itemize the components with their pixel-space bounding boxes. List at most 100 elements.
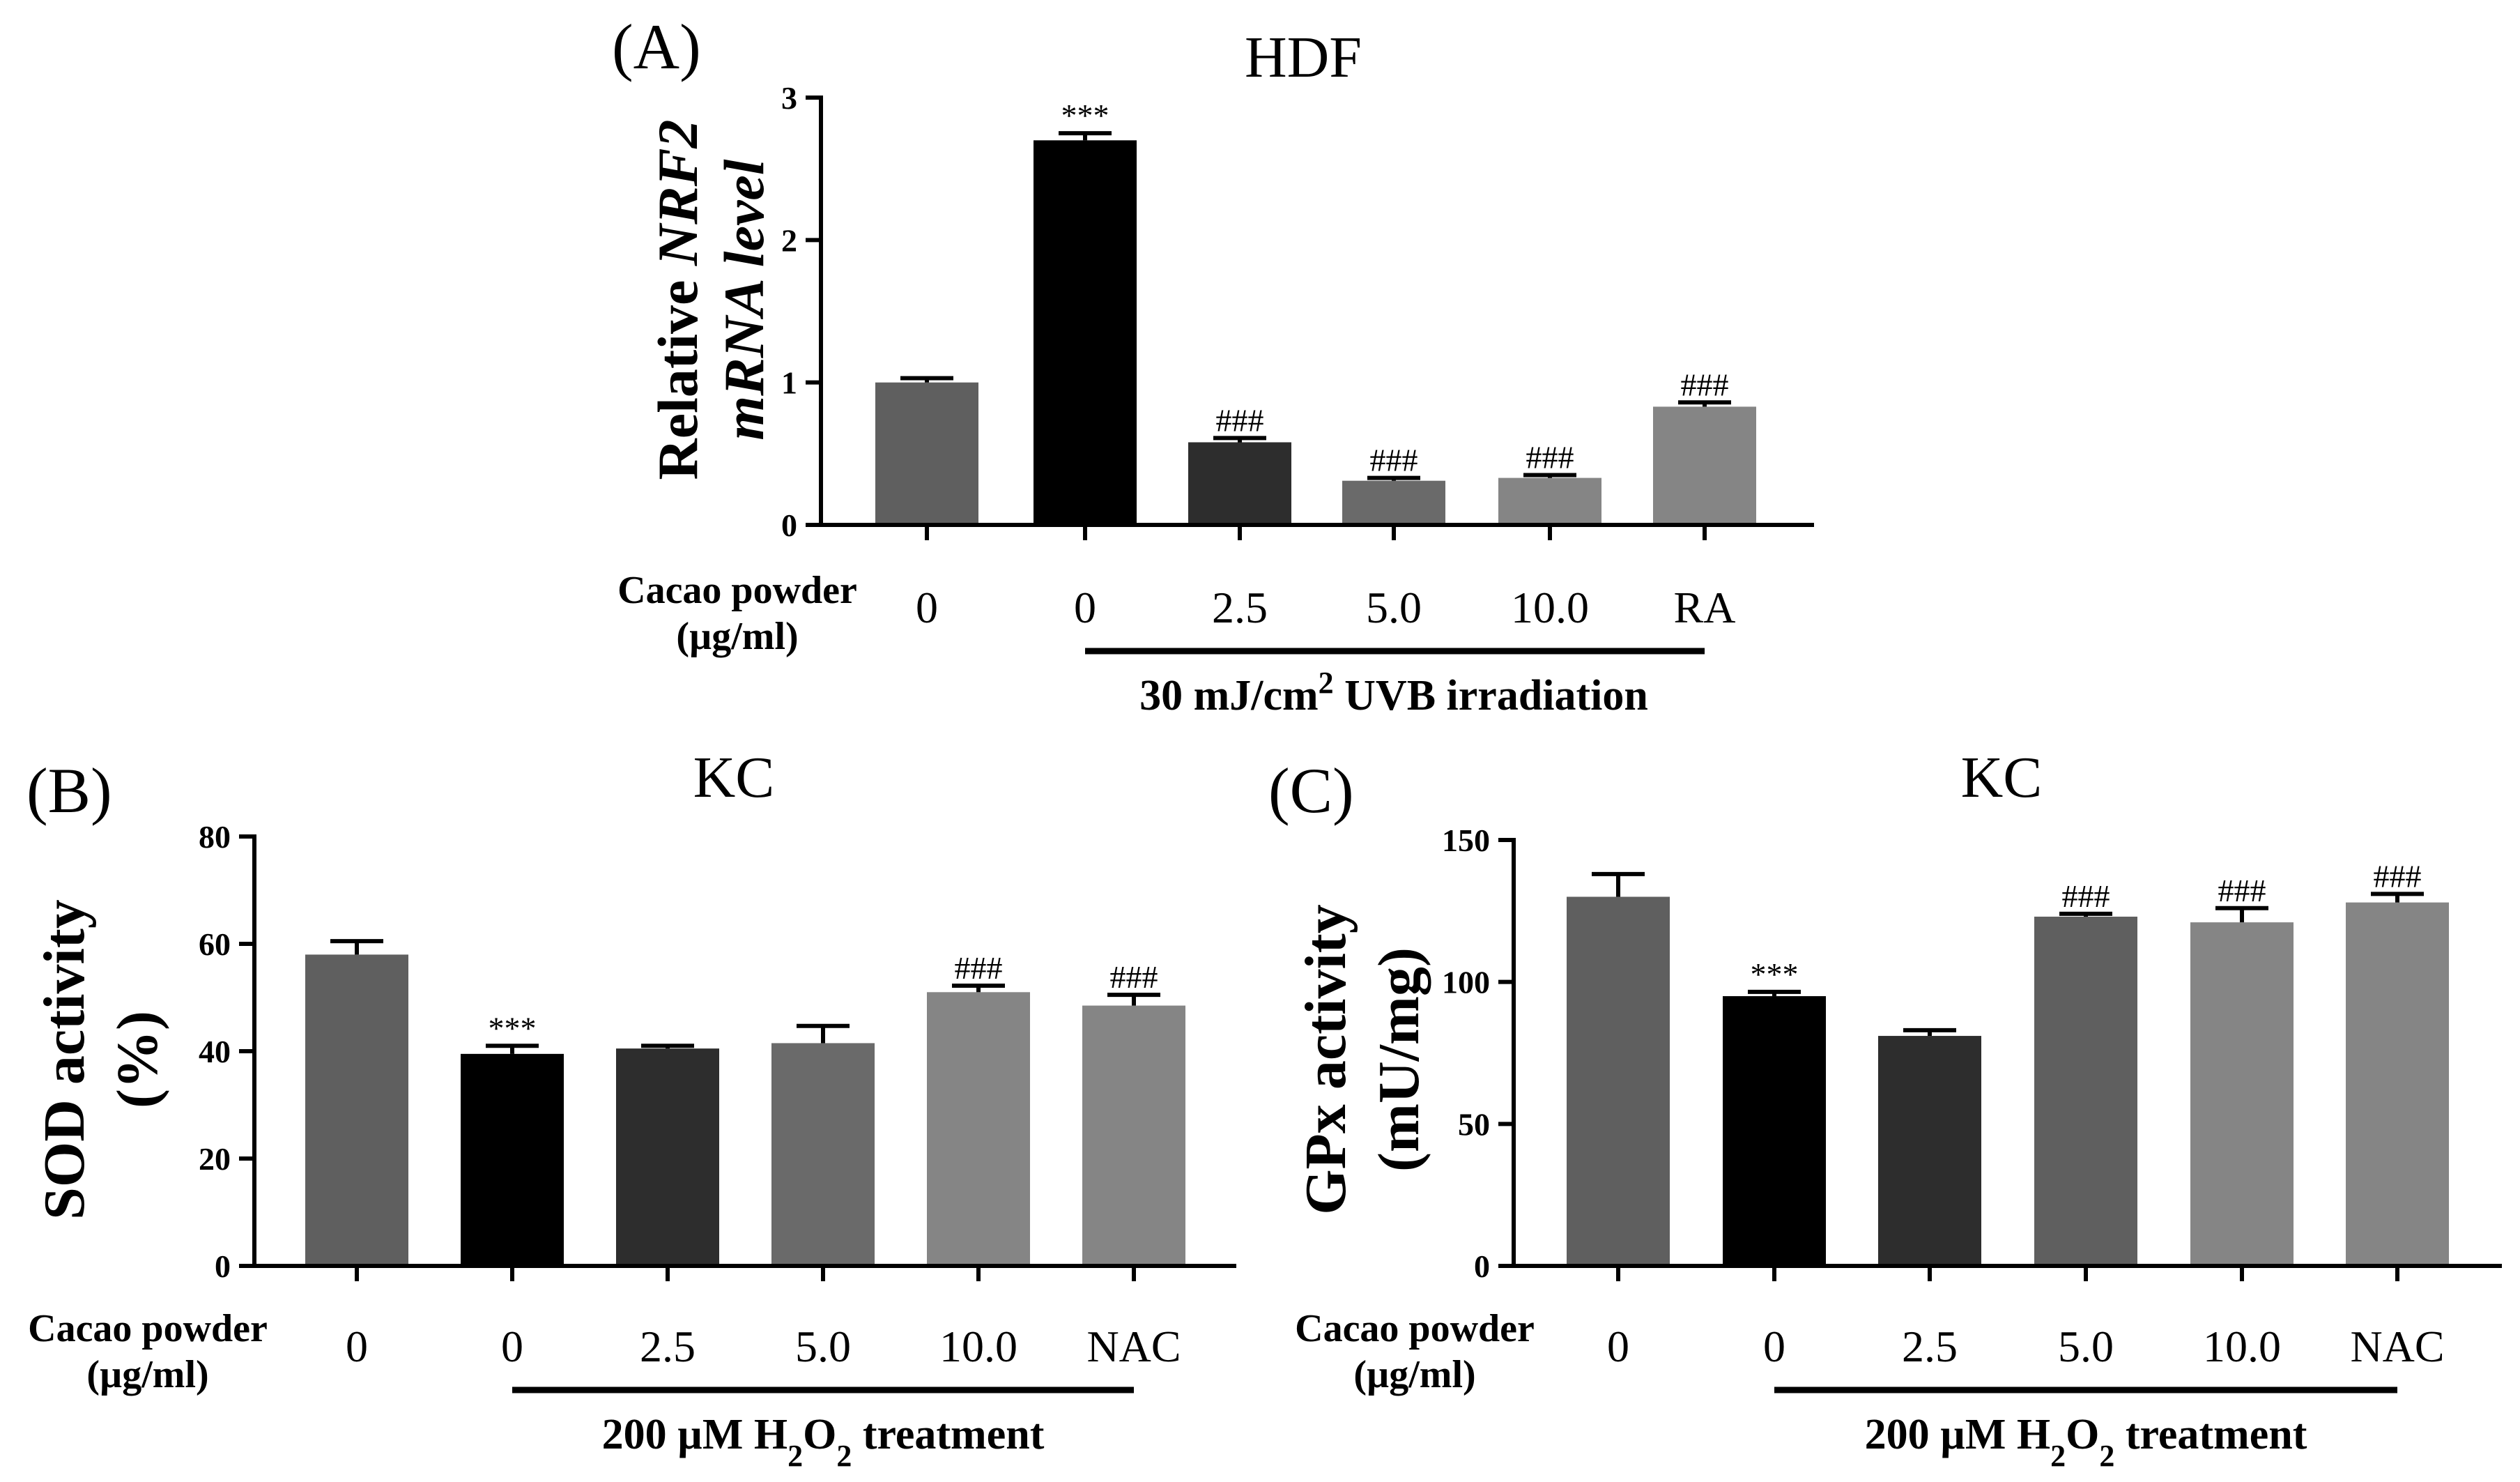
- panel-b-significance-1: ***: [489, 1010, 537, 1046]
- panel-b-error-bar-0: [330, 939, 383, 955]
- panel-a-error-bar-0: [900, 376, 953, 383]
- panel-b-x-tick-label-4: 10.0: [939, 1322, 1017, 1371]
- panel-b-error-bar-5: [1107, 993, 1160, 1006]
- panel-c-y-tick-label-1: 50: [1458, 1106, 1490, 1142]
- panel-a: (A) HDF Relative NRF2 mRNA level 0 *** 0 ##…: [612, 11, 1814, 719]
- panel-a-significance-2: ###: [1216, 402, 1264, 438]
- panel-b-x-tick-label-5: NAC: [1086, 1322, 1181, 1371]
- panel-a-ylabel-plain: Relative: [646, 266, 709, 480]
- panel-c-error-bar-1: [1748, 989, 1801, 997]
- panel-a-error-bar-5: [1678, 400, 1731, 407]
- panel-b-significance-5: ###: [1110, 959, 1158, 995]
- panel-b-error-bar-1: [486, 1044, 539, 1054]
- panel-b-y-tick-label-2: 40: [199, 1034, 231, 1069]
- panel-c-x-tick-label-1: 0: [1763, 1322, 1785, 1371]
- panel-c-ylabel-line1: GPx activity: [1293, 904, 1358, 1215]
- panel-a-bar-2: [1188, 442, 1291, 525]
- panel-a-x-tick-label-2: 2.5: [1212, 583, 1268, 632]
- panel-c-bar-4: [2190, 922, 2294, 1266]
- panel-c-bar-2: [1878, 1036, 1981, 1266]
- panel-c-significance-3: ###: [2062, 878, 2110, 914]
- panel-c-y-tick-label-0: 0: [1474, 1248, 1490, 1284]
- panel-a-treatment-label: 30 mJ/cm2 UVB irradiation: [1139, 666, 1648, 720]
- panel-c-error-bar-5: [2371, 892, 2424, 903]
- panel-b-y-tick-label-0: 0: [215, 1248, 231, 1284]
- panel-a-bar-1: [1034, 140, 1137, 526]
- panel-b-ylabel-line2: (%): [105, 1011, 170, 1108]
- panel-c-error-bar-0: [1592, 871, 1645, 897]
- panel-b-cell-title: KC: [693, 745, 775, 810]
- panel-c-row-unit: (µg/ml): [1353, 1353, 1475, 1396]
- panel-b-bar-1: [461, 1053, 564, 1266]
- panel-b-bar-0: [305, 954, 408, 1266]
- panel-c-bar-5: [2346, 902, 2449, 1266]
- panel-a-x-tick-label-5: RA: [1674, 583, 1736, 632]
- panel-b-error-bar-2: [641, 1044, 694, 1049]
- panel-c-x-tick-label-2: 2.5: [1902, 1322, 1958, 1371]
- panel-c-x-tick-label-4: 10.0: [2203, 1322, 2281, 1371]
- panel-c-error-bar-2: [1903, 1028, 1956, 1037]
- panel-b-significance-4: ###: [955, 950, 1003, 986]
- panel-a-x-tick-label-3: 5.0: [1366, 583, 1422, 632]
- panel-a-y-tick-label-3: 3: [781, 80, 797, 116]
- panel-a-bar-3: [1342, 480, 1445, 525]
- panel-c-significance-1: ***: [1751, 956, 1799, 992]
- panel-c-plot-area: 0 *** 0 2.5 ### 5.0 ### 10.0 ### NAC 0 50 100 150: [1442, 823, 2502, 1371]
- panel-a-plot-area: 0 *** 0 ### 2.5 ### 5.0 ### 10.0 ### RA 0 1 2 3: [781, 80, 1814, 632]
- panel-a-y-tick-label-2: 2: [781, 222, 797, 258]
- panel-a-letter: (A): [612, 11, 701, 82]
- panel-c-cell-title: KC: [1961, 745, 2043, 810]
- panel-c-y-tick-label-2: 100: [1442, 965, 1490, 1000]
- panel-b-bar-4: [927, 992, 1030, 1266]
- panel-a-x-tick-label-4: 10.0: [1511, 583, 1589, 632]
- panel-a-cell-title: HDF: [1245, 25, 1362, 90]
- panel-c-row-label: Cacao powder: [1295, 1307, 1535, 1350]
- panel-b-x-tick-label-0: 0: [346, 1322, 368, 1371]
- panel-b-bar-3: [771, 1043, 875, 1266]
- panel-c-treatment-label: 200 µM H2O2 treatment: [1865, 1411, 2307, 1473]
- panel-b-error-bar-4: [952, 984, 1005, 993]
- panel-c-x-tick-label-5: NAC: [2350, 1322, 2444, 1371]
- panel-c-letter: (C): [1268, 755, 1354, 826]
- panel-b-letter: (B): [26, 755, 112, 826]
- panel-a-row-unit: (µg/ml): [676, 615, 798, 658]
- panel-c-x-tick-label-3: 5.0: [2058, 1322, 2114, 1371]
- panel-c-bar-3: [2034, 916, 2137, 1266]
- panel-a-significance-3: ###: [1370, 443, 1418, 478]
- panel-c-y-tick-label-3: 150: [1442, 823, 1490, 858]
- panel-a-significance-5: ###: [1681, 367, 1729, 402]
- panel-b-y-tick-label-1: 20: [199, 1141, 231, 1177]
- panel-c-bar-0: [1567, 896, 1670, 1266]
- panel-b-bar-5: [1082, 1005, 1185, 1266]
- panel-b-plot-area: 0 *** 0 2.5 5.0 ### 10.0 ### NAC 0 20 40 60 80: [199, 819, 1236, 1371]
- panel-a-error-bar-1: [1059, 131, 1112, 141]
- panel-a-bar-4: [1498, 478, 1601, 525]
- panel-b-error-bar-3: [797, 1023, 850, 1044]
- panel-c-significance-5: ###: [2374, 858, 2422, 894]
- panel-b-y-tick-label-4: 80: [199, 819, 231, 855]
- panel-a-ylabel-line2: mRNA level: [712, 159, 776, 440]
- panel-a-error-bar-4: [1523, 473, 1576, 478]
- panel-a-bar-5: [1653, 406, 1756, 525]
- panel-b-row-label: Cacao powder: [28, 1307, 268, 1350]
- panel-a-ylabel-line1: Relative NRF2: [646, 120, 709, 480]
- panel-b-y-tick-label-3: 60: [199, 926, 231, 962]
- panel-c-significance-4: ###: [2218, 873, 2266, 908]
- panel-b-x-tick-label-2: 2.5: [640, 1322, 696, 1371]
- panel-a-error-bar-2: [1213, 436, 1266, 443]
- panel-b-x-tick-label-3: 5.0: [795, 1322, 851, 1371]
- panel-c-x-tick-label-0: 0: [1607, 1322, 1629, 1371]
- panel-c-ylabel-line2: (mU/mg): [1367, 947, 1431, 1172]
- panel-c-error-bar-4: [2215, 906, 2268, 923]
- panel-a-bar-0: [875, 382, 978, 525]
- panel-c-bar-1: [1723, 996, 1826, 1266]
- panel-a-significance-4: ###: [1526, 439, 1574, 475]
- panel-b-ylabel-line1: SOD activity: [32, 899, 97, 1220]
- panel-a-row-label: Cacao powder: [617, 569, 857, 612]
- panel-a-x-tick-label-0: 0: [916, 583, 938, 632]
- panel-a-ylabel-italic: NRF2: [646, 120, 709, 267]
- panel-a-error-bar-3: [1367, 475, 1420, 481]
- panel-a-y-tick-label-1: 1: [781, 365, 797, 401]
- panel-b-bar-2: [616, 1048, 719, 1266]
